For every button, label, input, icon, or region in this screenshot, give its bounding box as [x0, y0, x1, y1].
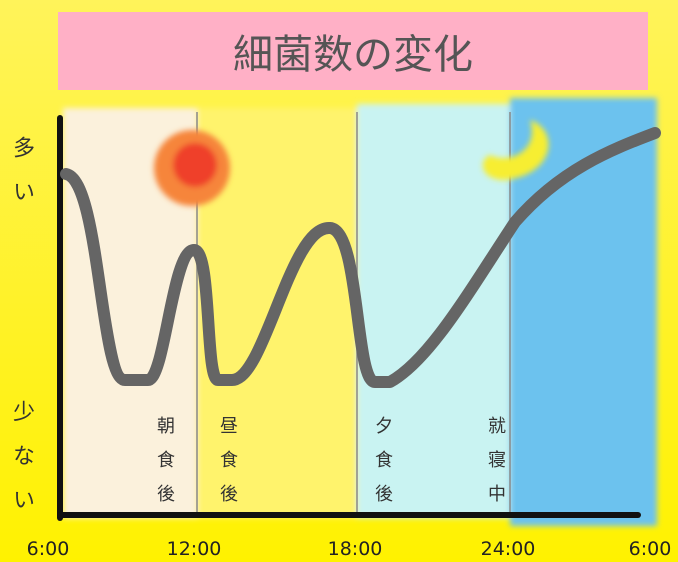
bacteria-curve: [60, 127, 661, 388]
x-label: 24:00: [480, 538, 536, 560]
x-label: 6:00: [26, 538, 70, 560]
annotation: 夕食後: [372, 416, 393, 518]
x-label: 12:00: [166, 538, 222, 560]
annotation: 昼食後: [217, 416, 238, 518]
y-high-label: 多い: [9, 136, 34, 224]
title: 細菌数の変化: [58, 12, 648, 90]
x-label: 18:00: [327, 538, 383, 560]
moon: [482, 120, 549, 180]
annotation: 朝食後: [154, 416, 175, 518]
x-label: 6:00: [628, 538, 672, 560]
annotation: 就寝中: [485, 416, 506, 518]
sun: [154, 130, 230, 206]
y-low-label: 少ない: [9, 400, 34, 532]
evening-band: [357, 104, 510, 518]
